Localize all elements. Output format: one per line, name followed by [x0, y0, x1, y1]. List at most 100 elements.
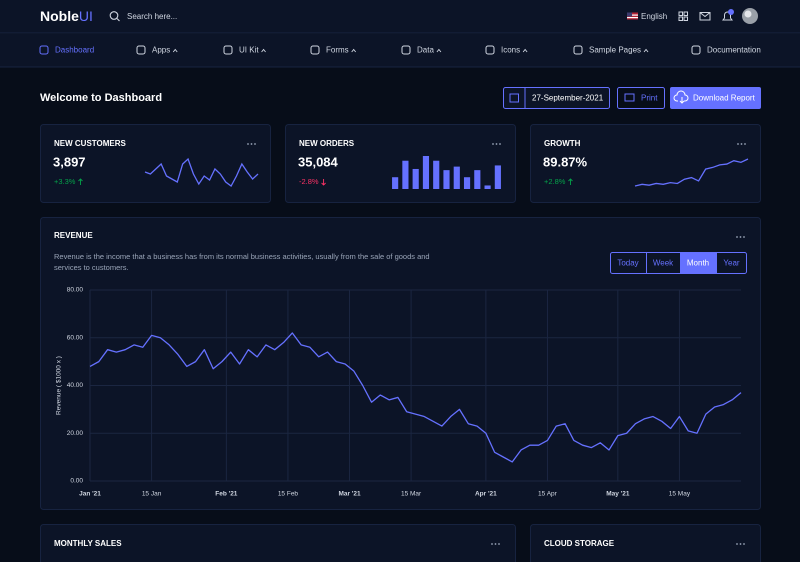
dropdown-caret: [643, 48, 649, 53]
sparkbar: [392, 177, 399, 189]
dropdown-caret: [351, 48, 357, 53]
card-menu[interactable]: [491, 543, 500, 545]
x-tick-label: 15 May: [669, 491, 691, 498]
stat-value: 3,897: [53, 154, 86, 169]
card-menu[interactable]: [736, 236, 745, 238]
nav: Dashboard Apps UI Kit Forms Data Icons Sample …: [39, 45, 761, 55]
avatar-detail: [744, 10, 752, 18]
search-icon-handle: [116, 18, 120, 22]
x-tick-label: Feb '21: [215, 491, 238, 498]
nav-item[interactable]: Documentation: [707, 46, 761, 55]
download-button[interactable]: [670, 87, 761, 109]
x-tick-label: 15 Mar: [401, 491, 422, 498]
download-label[interactable]: Download Report: [693, 94, 756, 103]
card-title: REVENUE: [54, 231, 93, 240]
page-title: Welcome to Dashboard: [40, 92, 162, 104]
nav-item[interactable]: Forms: [326, 46, 349, 55]
card-menu-dot[interactable]: [254, 143, 256, 145]
x-tick-label: 15 Feb: [278, 491, 299, 498]
sparkbar: [433, 160, 440, 189]
dropdown-caret: [261, 48, 266, 53]
card-menu[interactable]: [736, 543, 745, 545]
print-label[interactable]: Print: [641, 94, 658, 103]
stat-delta: +2.8%: [544, 177, 566, 186]
card-title: GROWTH: [544, 139, 581, 148]
y-tick-label: 0.00: [70, 478, 83, 485]
nav-icon[interactable]: [401, 45, 411, 55]
trend-arrow: [78, 178, 83, 185]
logo-text[interactable]: Noble: [40, 8, 79, 24]
nav-icon[interactable]: [223, 45, 233, 55]
cloud-storage-card: [530, 524, 761, 562]
card-title: CLOUD STORAGE: [544, 539, 615, 548]
nav-item[interactable]: Apps: [152, 46, 170, 55]
print-button[interactable]: [617, 87, 665, 109]
x-tick-label: Mar '21: [338, 491, 361, 498]
sparkline: [634, 158, 749, 187]
nav-item[interactable]: Data: [417, 46, 434, 55]
card-menu-dot[interactable]: [740, 143, 743, 145]
apps-icon[interactable]: [678, 11, 688, 21]
date[interactable]: 27-September-2021: [532, 94, 604, 103]
card-menu-dot[interactable]: [499, 143, 501, 145]
range-button[interactable]: Month: [687, 259, 709, 268]
sparkbar: [463, 177, 471, 189]
nav-icon[interactable]: [136, 45, 146, 55]
search-icon[interactable]: [109, 11, 119, 20]
revenue-chart: 0.00 20.00 40.00 60.00 80.00 Jan '21 15 Jan Feb…: [56, 287, 742, 498]
y-tick-label: 60.00: [67, 334, 84, 341]
flag-canton: [627, 12, 632, 17]
stat-card: [40, 124, 271, 203]
stat-value: 35,084: [298, 154, 339, 169]
mail-icon[interactable]: [699, 12, 711, 21]
x-tick-label: Jan '21: [79, 491, 101, 498]
logo[interactable]: NobleUI: [40, 8, 93, 24]
date-picker[interactable]: [503, 87, 610, 109]
y-axis-label: Revenue ( $1000 x ): [56, 356, 63, 415]
x-tick-label: May '21: [606, 491, 630, 498]
card-menu-dot[interactable]: [247, 143, 249, 145]
card-title: MONTHLY SALES: [54, 539, 122, 548]
nav-item[interactable]: Dashboard: [55, 46, 94, 55]
monthly-sales-card: [40, 524, 516, 562]
nav-icon[interactable]: [310, 45, 320, 55]
sparkbar: [422, 156, 430, 189]
range-buttons: Today Week Month Year: [610, 252, 747, 274]
nav-bar: [0, 34, 800, 67]
card-menu-dot[interactable]: [495, 143, 498, 145]
nav-icon[interactable]: [39, 45, 49, 55]
card-menu-dot[interactable]: [744, 143, 746, 145]
flag-stripe: [627, 17, 638, 19]
nav-item[interactable]: UI Kit: [239, 46, 259, 55]
range-button[interactable]: Year: [723, 259, 740, 268]
nav-icon[interactable]: [691, 45, 701, 55]
range-button[interactable]: Today: [617, 259, 638, 268]
description-box: Revenue is the income that a business ha…: [54, 252, 430, 272]
range-group: [610, 252, 747, 274]
card-menu-dot[interactable]: [492, 143, 494, 145]
x-tick-label: 15 Jan: [142, 491, 162, 498]
stat-delta: +3.3%: [54, 177, 76, 186]
language[interactable]: English: [641, 12, 667, 21]
flag[interactable]: [627, 12, 638, 20]
range-button[interactable]: Week: [653, 259, 674, 268]
sparkbar: [453, 166, 460, 189]
range-active[interactable]: [680, 252, 716, 274]
flag-stripe: [627, 14, 638, 16]
nav-icon[interactable]: [573, 45, 583, 55]
notification-badge: [728, 9, 734, 15]
logo-accent[interactable]: UI: [79, 8, 93, 24]
sparkbar: [443, 170, 450, 189]
y-tick-label: 20.00: [67, 430, 84, 437]
dropdown-caret: [436, 48, 442, 53]
card-menu-dot[interactable]: [250, 143, 253, 145]
card-menu-dot[interactable]: [737, 143, 739, 145]
stat-delta: -2.8%: [299, 177, 319, 186]
nav-item[interactable]: Sample Pages: [589, 46, 641, 55]
nav-item[interactable]: Icons: [501, 46, 520, 55]
search-input[interactable]: Search here...: [127, 12, 177, 21]
download-icon: [673, 90, 689, 104]
nav-icon[interactable]: [485, 45, 495, 55]
revenue-description: Revenue is the income that a business ha…: [54, 252, 430, 272]
